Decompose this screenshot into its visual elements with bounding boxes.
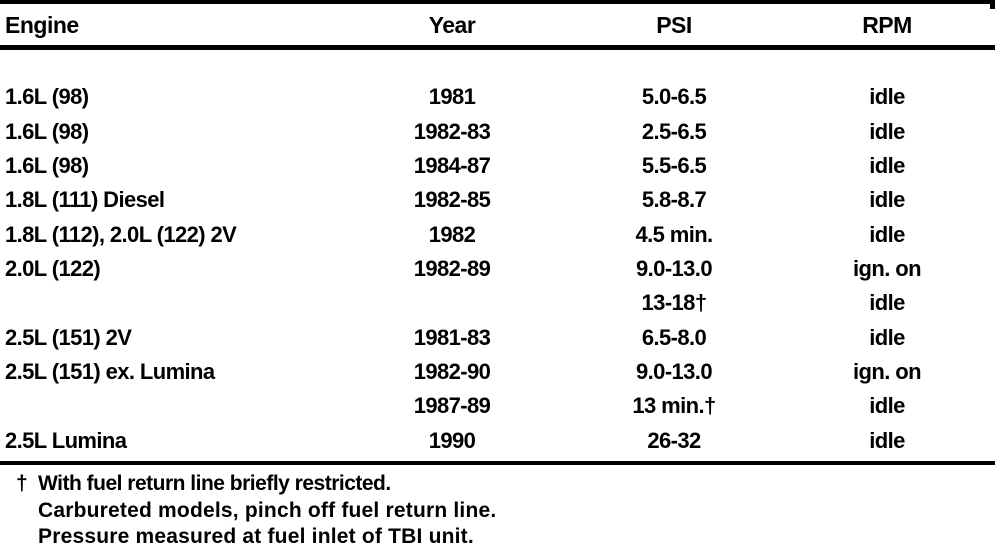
table-top-rule: [0, 0, 995, 4]
header-underline-rule: [0, 45, 995, 50]
footnote-block: † With fuel return line briefly restrict…: [0, 471, 995, 551]
rpm-cell: idle: [869, 187, 905, 213]
engine-cell: 2.5L (151) 2V: [5, 324, 132, 350]
table-row: 1.6L (98) 1981 5.0-6.5 idle: [0, 80, 995, 114]
engine-cell: 1.8L (111) Diesel: [5, 187, 165, 213]
year-cell: 1987-89: [413, 393, 491, 419]
table-row: 1.8L (112), 2.0L (122) 2V 1982 4.5 min. …: [0, 217, 995, 251]
table-row: 2.5L Lumina 1990 26-32 idle: [0, 423, 995, 457]
psi-cell: 13 min.†: [632, 393, 716, 419]
column-header-year: Year: [428, 11, 476, 38]
psi-cell: 5.0-6.5: [641, 84, 707, 110]
year-cell: 1982-90: [413, 358, 491, 384]
rpm-cell: idle: [869, 393, 905, 419]
rpm-cell: idle: [869, 290, 905, 316]
rpm-cell: idle: [869, 152, 905, 178]
table-row: 13-18† idle: [0, 286, 995, 320]
engine-cell: 1.8L (112), 2.0L (122) 2V: [5, 221, 237, 247]
psi-cell: 5.8-8.7: [641, 187, 707, 213]
psi-cell: 4.5 min.: [635, 221, 713, 247]
psi-cell: 26-32: [647, 427, 701, 453]
engine-cell: 1.6L (98): [5, 118, 89, 144]
footnote-text: With fuel return line briefly restricted…: [38, 472, 391, 495]
footnote-separator-rule: [0, 461, 995, 465]
table-row: 1.6L (98) 1984-87 5.5-6.5 idle: [0, 149, 995, 183]
rpm-cell: idle: [869, 324, 905, 350]
rpm-cell: idle: [869, 118, 905, 144]
table-row: 2.5L (151) 2V 1981-83 6.5-8.0 idle: [0, 320, 995, 354]
year-cell: 1982-89: [413, 255, 491, 281]
dagger-icon: †: [16, 472, 28, 495]
table-row: 2.5L (151) ex. Lumina 1982-90 9.0-13.0 i…: [0, 355, 995, 389]
table-body: 1.6L (98) 1981 5.0-6.5 idle 1.6L (98) 19…: [0, 80, 995, 458]
psi-cell: 9.0-13.0: [636, 255, 713, 281]
rpm-cell: idle: [869, 84, 905, 110]
rpm-cell: ign. on: [853, 358, 922, 384]
table-row: 1987-89 13 min.† idle: [0, 389, 995, 423]
corner-tick-mark: [990, 0, 995, 9]
psi-cell: 9.0-13.0: [636, 358, 713, 384]
table-row: 1.8L (111) Diesel 1982-85 5.8-8.7 idle: [0, 183, 995, 217]
rpm-cell: idle: [869, 427, 905, 453]
engine-cell: 1.6L (98): [5, 84, 89, 110]
psi-cell: 5.5-6.5: [641, 152, 707, 178]
footnote-line-pressure: Pressure measured at fuel inlet of TBI u…: [38, 525, 474, 549]
year-cell: 1981-83: [413, 324, 491, 350]
footnote-line-restricted: † With fuel return line briefly restrict…: [0, 471, 995, 498]
column-header-psi: PSI: [656, 11, 692, 38]
year-cell: 1981: [428, 84, 476, 110]
year-cell: 1984-87: [413, 152, 491, 178]
engine-cell: 2.5L Lumina: [5, 427, 127, 453]
psi-cell: 13-18†: [641, 290, 708, 316]
engine-cell: 2.0L (122): [5, 255, 101, 281]
year-cell: 1990: [428, 427, 476, 453]
engine-cell: 1.6L (98): [5, 152, 89, 178]
table-row: 1.6L (98) 1982-83 2.5-6.5 idle: [0, 114, 995, 148]
table-header-row: Engine Year PSI RPM: [0, 8, 995, 42]
rpm-cell: idle: [869, 221, 905, 247]
column-header-engine: Engine: [5, 11, 79, 38]
year-cell: 1982: [428, 221, 476, 247]
engine-cell: 2.5L (151) ex. Lumina: [5, 358, 215, 384]
psi-cell: 6.5-8.0: [641, 324, 707, 350]
year-cell: 1982-83: [413, 118, 491, 144]
rpm-cell: ign. on: [853, 255, 922, 281]
table-row: 2.0L (122) 1982-89 9.0-13.0 ign. on: [0, 252, 995, 286]
year-cell: 1982-85: [413, 187, 491, 213]
psi-cell: 2.5-6.5: [641, 118, 707, 144]
footnote-line-carbureted: Carbureted models, pinch off fuel return…: [38, 498, 497, 522]
column-header-rpm: RPM: [862, 11, 912, 38]
